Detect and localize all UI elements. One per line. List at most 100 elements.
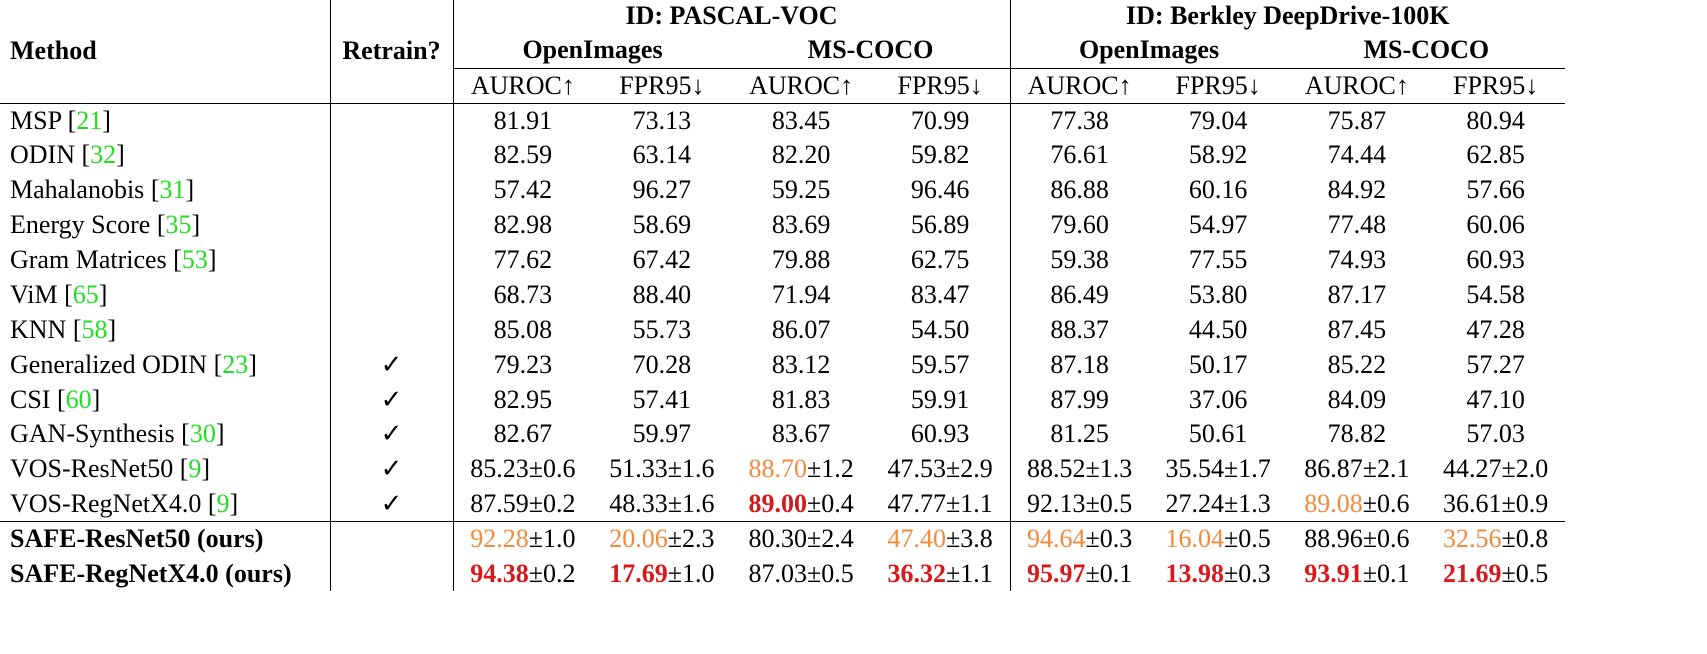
citation: 65 [72,279,99,309]
value-cell: 88.52±1.3 [1010,452,1149,487]
value: 47.10 [1466,384,1525,414]
group-header: ID: PASCAL-VOC [453,0,1011,32]
value-cell: 89.08±0.6 [1288,487,1427,522]
value: 77.62 [493,245,553,274]
value-cell: 87.59±0.2 [453,487,592,522]
value: 87.99 [1050,384,1109,414]
value: 47.28 [1466,314,1525,344]
error: ±0.3 [1085,524,1133,554]
citation: 30 [189,419,216,449]
value: 60.06 [1466,210,1525,240]
method-name: ViM [10,279,58,309]
value: 74.93 [1327,245,1387,274]
value-cell: 51.33±1.6 [592,452,731,487]
citation-bracket: [ [81,140,91,170]
metric-header: AUROC↑ [1304,70,1409,100]
error: ±1.1 [945,488,993,518]
method-name: Mahalanobis [10,175,145,205]
metric-header: FPR95↓ [870,68,1011,103]
value-cell: 82.95 [453,382,592,417]
error: ±0.2 [528,559,576,589]
method-name: MSP [10,105,62,135]
value: 67.42 [632,245,692,274]
subgroup-header: OpenImages [1010,32,1288,69]
table-row: Energy Score [35] 82.98 58.69 83.69 56.89 79.… [0,207,1565,243]
value-cell: 80.94 [1426,102,1566,138]
value: 68.73 [493,279,553,309]
value: 60.16 [1188,175,1248,205]
value-cell: 57.27 [1426,347,1565,382]
citation-bracket: ] [116,140,125,170]
method-name: GAN-Synthesis [10,419,175,449]
value: 75.87 [1327,105,1387,135]
error: ±3.8 [945,524,993,554]
value: 82.98 [493,210,553,240]
retrain-cell: ✓ [330,347,454,383]
value-cell: 86.87±2.1 [1288,452,1427,487]
citation: 9 [188,454,202,484]
method-name: SAFE-RegNetX4.0 (ours) [10,559,292,589]
value-cell: 87.45 [1288,312,1427,347]
value-cell: 77.62 [453,243,592,278]
retrain-cell [330,172,454,208]
error: ±0.3 [1223,559,1271,589]
value: 44.50 [1188,314,1248,344]
value-cell: 86.88 [1010,173,1149,208]
method-cell: KNN [58] [0,312,331,348]
value-cell: 88.37 [1010,312,1149,347]
method-name: VOS-ResNet50 [10,454,174,484]
error: ±2.1 [1362,454,1410,484]
citation-bracket: [ [72,314,82,344]
citation: 60 [65,384,92,414]
value-cell: 50.17 [1149,347,1288,382]
citation-bracket: ] [91,384,101,414]
value-cell: 95.97±0.1 [1010,557,1149,592]
value: 70.99 [910,105,970,135]
value-cell: 86.49 [1010,277,1149,312]
value: 59.91 [910,384,970,414]
value-cell: 60.16 [1149,173,1288,208]
method-name: ODIN [10,140,75,170]
method-cell: SAFE-RegNetX4.0 (ours) [0,556,331,592]
value: 82.59 [493,140,553,170]
value: 57.41 [632,384,692,414]
value: 62.75 [910,245,970,274]
retrain-header: Retrain? [330,0,454,103]
value-cell: 60.06 [1426,208,1565,243]
value: 57.42 [493,175,553,205]
value-cell: 53.80 [1149,277,1288,312]
value: 47.53 [887,454,946,484]
value-cell: 32.56±0.8 [1426,521,1566,557]
value-cell: 82.67 [453,417,592,452]
value: 89.00 [748,488,807,518]
method-cell: ODIN [32] [0,137,331,173]
retrain-mark: ✓ [380,349,403,379]
retrain-mark: ✓ [380,419,403,449]
value: 95.97 [1026,559,1086,589]
value: 78.82 [1327,419,1387,449]
error: ±0.2 [528,488,576,518]
value: 27.24 [1165,488,1224,518]
method-name: VOS-RegNetX4.0 [10,488,202,518]
value-cell: 70.28 [592,347,731,382]
citation-bracket: [ [56,384,66,414]
error: ±0.6 [1362,488,1410,518]
value: 94.38 [470,559,529,589]
citation-bracket: ] [215,419,225,449]
value-cell: 87.17 [1288,277,1427,312]
citation: 32 [90,140,117,170]
metric-header: FPR95↓ [1175,70,1261,100]
value: 50.61 [1188,419,1248,449]
value-cell: 47.40±3.8 [870,521,1011,557]
table-row: CSI [60] ✓ 82.95 57.41 81.83 59.91 87.99 37.06 8… [0,382,1565,418]
error: ±1.6 [667,454,715,484]
value-cell: 54.58 [1426,277,1565,312]
value-cell: 47.28 [1426,312,1565,347]
value-cell: 82.98 [453,208,592,243]
value-cell: 78.82 [1288,417,1427,452]
value: 53.80 [1188,279,1248,309]
group-header: ID: Berkley DeepDrive-100K [1126,1,1450,30]
value: 36.61 [1443,488,1502,518]
value: 86.87 [1304,454,1363,484]
method-name: KNN [10,314,67,344]
